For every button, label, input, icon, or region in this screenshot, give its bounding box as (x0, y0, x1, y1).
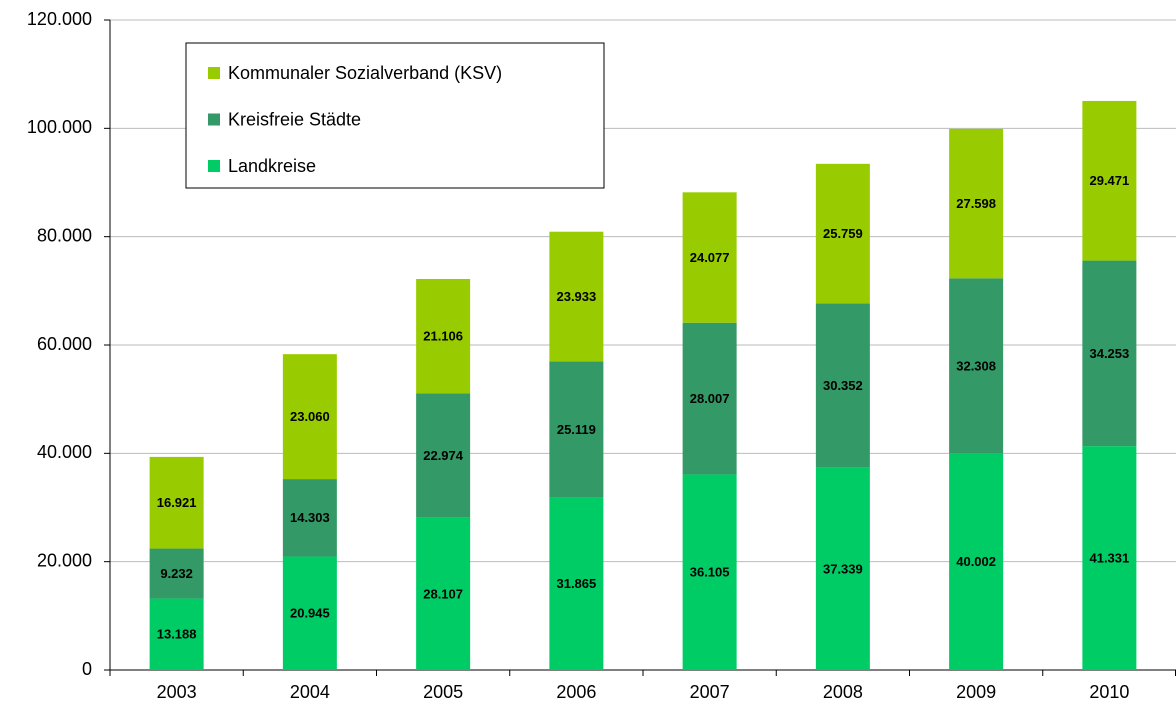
bar-segment (282, 556, 337, 670)
bar-segment (682, 192, 737, 323)
bar-segment (949, 453, 1004, 670)
data-label: 13.188 (157, 627, 197, 642)
y-tick-label: 0 (82, 659, 92, 679)
data-label: 14.303 (290, 510, 330, 525)
data-label: 40.002 (956, 554, 996, 569)
data-label: 21.106 (423, 329, 463, 344)
x-tick-label: 2007 (690, 682, 730, 702)
data-label: 34.253 (1089, 346, 1129, 361)
legend-label: Kreisfreie Städte (228, 109, 361, 129)
data-label: 29.471 (1089, 173, 1129, 188)
legend-swatch (208, 160, 220, 172)
x-tick-label: 2009 (956, 682, 996, 702)
bar-segment (549, 231, 604, 362)
data-label: 37.339 (823, 561, 863, 576)
bar-segment (682, 322, 737, 475)
data-label: 36.105 (690, 565, 730, 580)
bar-segment (416, 393, 471, 518)
bar-segment (1082, 446, 1137, 670)
bar-segment (416, 278, 471, 394)
data-label: 16.921 (157, 495, 197, 510)
bar-segment (149, 598, 204, 670)
bar-segment (682, 474, 737, 670)
x-tick-label: 2005 (423, 682, 463, 702)
data-label: 23.933 (556, 289, 596, 304)
bar-segment (282, 479, 337, 557)
legend-box (185, 42, 605, 189)
bar-segment (815, 467, 870, 670)
x-tick-label: 2008 (823, 682, 863, 702)
x-tick-label: 2010 (1089, 682, 1129, 702)
legend-swatch (208, 113, 220, 126)
data-label: 25.759 (823, 226, 863, 241)
legend-label: Kommunaler Sozialverband (KSV) (228, 63, 502, 83)
data-label: 22.974 (423, 448, 464, 463)
data-label: 27.598 (956, 196, 996, 211)
data-label: 24.077 (690, 250, 730, 265)
y-tick-label: 40.000 (37, 442, 92, 462)
data-label: 28.007 (690, 391, 730, 406)
bar-segment (1082, 100, 1137, 261)
y-tick-label: 80.000 (37, 225, 92, 245)
bar-segment (416, 517, 471, 670)
x-tick-label: 2006 (556, 682, 596, 702)
bar-segment (549, 361, 604, 498)
data-label: 25.119 (557, 422, 596, 437)
data-label: 9.232 (160, 566, 193, 581)
bar-segment (149, 548, 204, 599)
x-tick-label: 2004 (290, 682, 330, 702)
bar-segment (549, 497, 604, 670)
legend-label: Landkreise (228, 156, 316, 176)
y-tick-label: 100.000 (27, 117, 92, 137)
bar-segment (149, 456, 204, 549)
bar-segment (949, 278, 1004, 454)
data-label: 32.308 (956, 358, 996, 373)
bar-segment (815, 303, 870, 468)
bar-segment (282, 354, 337, 480)
bar-segment (1082, 260, 1137, 447)
data-label: 28.107 (423, 586, 463, 601)
data-label: 20.945 (290, 606, 330, 621)
legend-swatch (208, 67, 220, 79)
bar-segment (815, 163, 870, 304)
y-tick-label: 20.000 (37, 550, 92, 570)
data-label: 30.352 (823, 378, 863, 393)
y-tick-label: 120.000 (27, 9, 92, 29)
data-label: 31.865 (556, 576, 596, 591)
x-tick-label: 2003 (157, 682, 197, 702)
data-label: 41.331 (1089, 550, 1129, 565)
data-label: 23.060 (290, 409, 330, 424)
y-tick-label: 60.000 (37, 334, 92, 354)
bar-segment (949, 128, 1004, 279)
